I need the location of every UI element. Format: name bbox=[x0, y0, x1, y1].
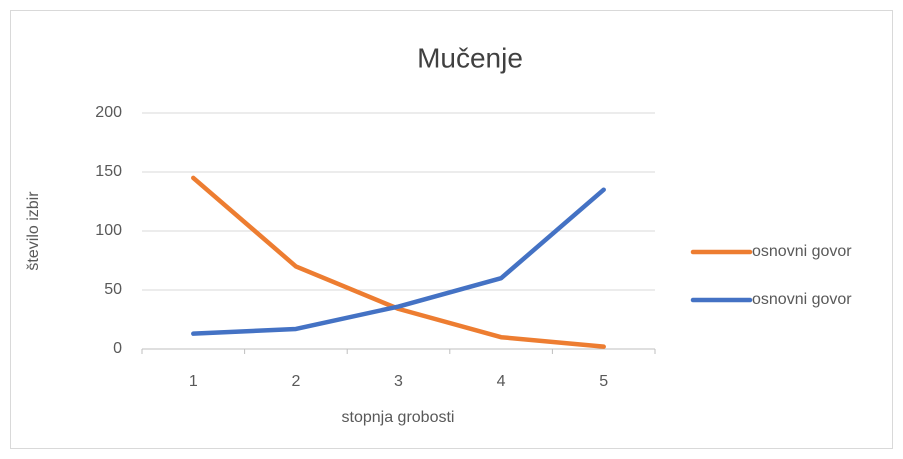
y-axis-label: število izbir bbox=[25, 191, 42, 271]
chart-title: Mučenje bbox=[417, 42, 523, 73]
chart-border bbox=[10, 10, 893, 449]
legend-label: osnovni govor bbox=[752, 243, 852, 260]
x-axis-label: stopnja grobosti bbox=[342, 409, 455, 426]
x-tick-label: 5 bbox=[599, 373, 608, 390]
series-line bbox=[191, 175, 606, 349]
y-tick-label: 0 bbox=[113, 340, 122, 357]
x-tick-label: 1 bbox=[189, 373, 198, 390]
y-tick-label: 150 bbox=[95, 163, 122, 180]
series-line bbox=[191, 187, 606, 336]
x-tick-label: 3 bbox=[394, 373, 403, 390]
x-tick-label: 4 bbox=[497, 373, 506, 390]
y-tick-label: 100 bbox=[95, 222, 122, 239]
legend-label: osnovni govor bbox=[752, 291, 852, 308]
x-tick-label: 2 bbox=[291, 373, 300, 390]
y-tick-label: 200 bbox=[95, 104, 122, 121]
y-tick-label: 50 bbox=[104, 281, 122, 298]
